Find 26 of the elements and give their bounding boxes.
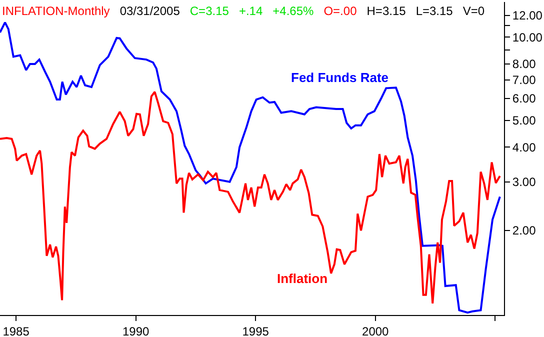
annotation: +.14 <box>238 4 263 18</box>
annotation: C=3.15 <box>190 4 230 18</box>
x-tick-label: 1990 <box>122 324 150 337</box>
y-tick-label: 7.00 <box>512 73 536 88</box>
x-tick-label: 1985 <box>2 324 30 337</box>
line-series <box>0 21 501 314</box>
annotation: 03/31/2005 <box>120 4 180 18</box>
y-tick-label: 12.00 <box>512 8 543 22</box>
series-label: Inflation <box>277 271 328 286</box>
y-tick-label: 10.00 <box>512 30 543 44</box>
y-tick-label: 5.00 <box>512 114 536 128</box>
y-tick-label: 4.00 <box>512 140 536 154</box>
series-label: Fed Funds Rate <box>291 70 389 85</box>
y-tick-label: 8.00 <box>512 57 536 72</box>
annotation: O=.00 <box>324 4 358 18</box>
y-tick-label: 6.00 <box>512 92 536 106</box>
y-tick-label: 2.00 <box>512 224 536 238</box>
annotation: L=3.15 <box>416 4 454 18</box>
chart-title: INFLATION-Monthly <box>2 4 110 18</box>
annotation: +4.65% <box>272 4 314 18</box>
annotation: H=3.15 <box>366 4 406 18</box>
x-tick-label: 1995 <box>242 324 270 337</box>
y-tick-label: 3.00 <box>512 175 536 190</box>
annotation: V=0 <box>462 4 485 18</box>
x-tick-label: 2000 <box>362 324 390 337</box>
line-series <box>0 90 501 304</box>
